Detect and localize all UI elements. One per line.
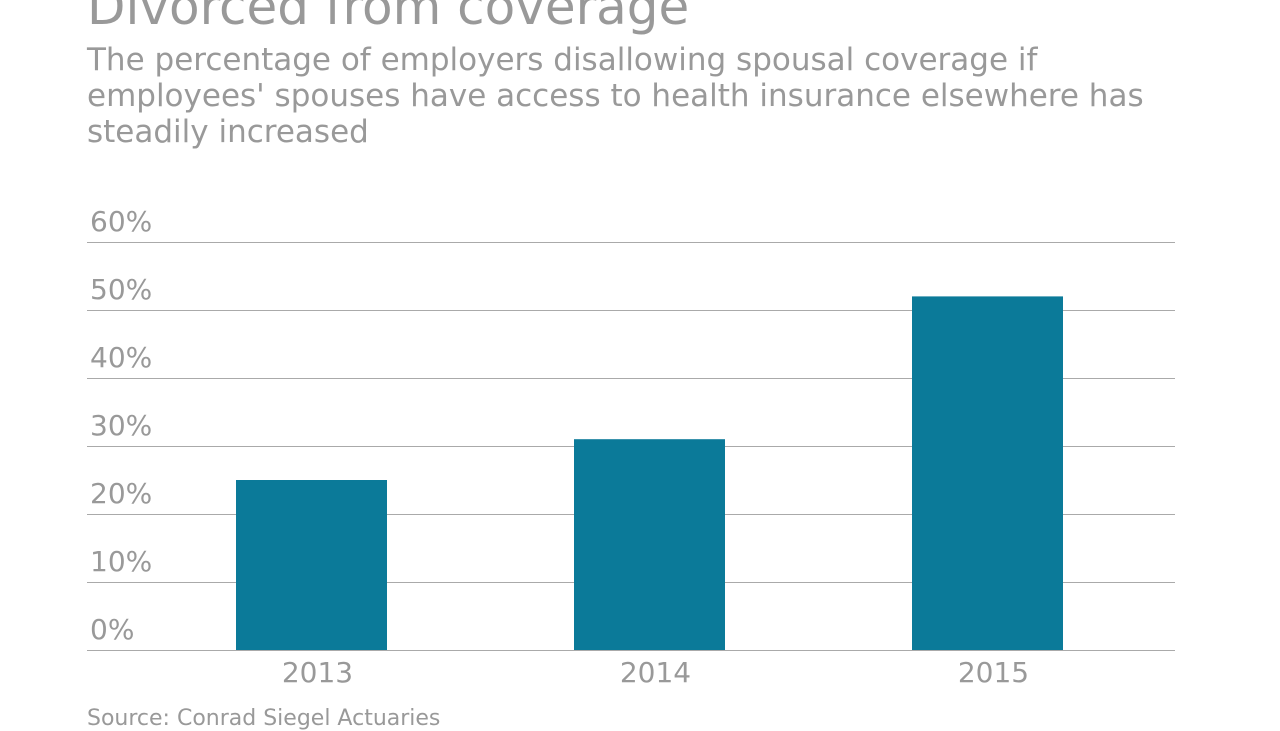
y-tick-label: 20% xyxy=(90,477,152,510)
bar-2013 xyxy=(236,480,387,650)
x-tick-label: 2013 xyxy=(282,656,353,689)
chart-subtitle: The percentage of employers disallowing … xyxy=(87,42,1144,150)
y-tick-label: 30% xyxy=(90,409,152,442)
y-tick-label: 40% xyxy=(90,341,152,374)
y-tick-label: 10% xyxy=(90,545,152,578)
y-tick-label: 0% xyxy=(90,613,134,646)
x-tick-label: 2014 xyxy=(620,656,691,689)
y-tick-label: 50% xyxy=(90,273,152,306)
x-tick-label: 2015 xyxy=(958,656,1029,689)
source-note: Source: Conrad Siegel Actuaries xyxy=(87,706,441,731)
y-tick-label: 60% xyxy=(90,205,152,238)
bar-2015 xyxy=(912,296,1063,650)
bar-2014 xyxy=(574,439,725,650)
chart-title: Divorced from coverage xyxy=(87,0,690,36)
